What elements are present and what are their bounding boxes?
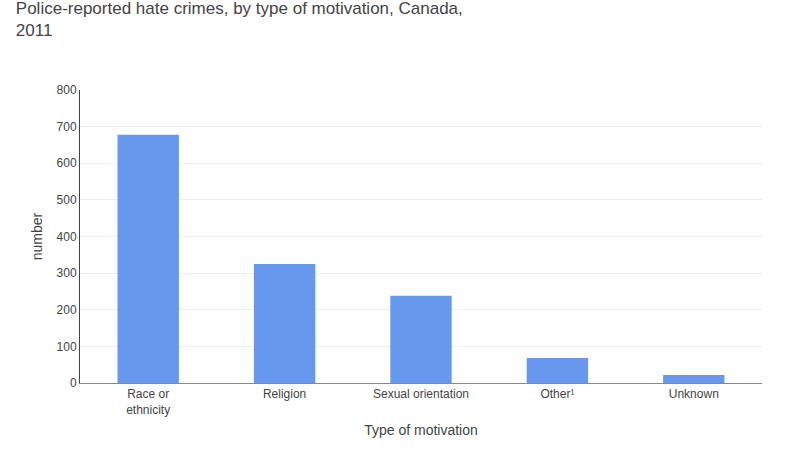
svg-text:Race orethnicity: Race orethnicity	[126, 387, 170, 417]
svg-text:100: 100	[57, 340, 77, 354]
svg-text:Type of motivation: Type of motivation	[364, 422, 478, 438]
svg-text:800: 800	[57, 83, 77, 97]
svg-text:Religion: Religion	[263, 387, 306, 401]
svg-text:Unknown: Unknown	[669, 387, 719, 401]
svg-text:0: 0	[70, 376, 77, 390]
svg-text:600: 600	[57, 156, 77, 170]
svg-text:200: 200	[57, 303, 77, 317]
svg-text:400: 400	[57, 230, 77, 244]
svg-text:500: 500	[57, 193, 77, 207]
svg-text:300: 300	[57, 266, 77, 280]
svg-text:Sexual orientation: Sexual orientation	[373, 387, 469, 401]
svg-text:700: 700	[57, 120, 77, 134]
svg-text:Police-reported hate crimes, b: Police-reported hate crimes, by type of …	[16, 0, 463, 40]
svg-text:number: number	[29, 212, 45, 260]
svg-text:Other¹: Other¹	[540, 387, 574, 401]
